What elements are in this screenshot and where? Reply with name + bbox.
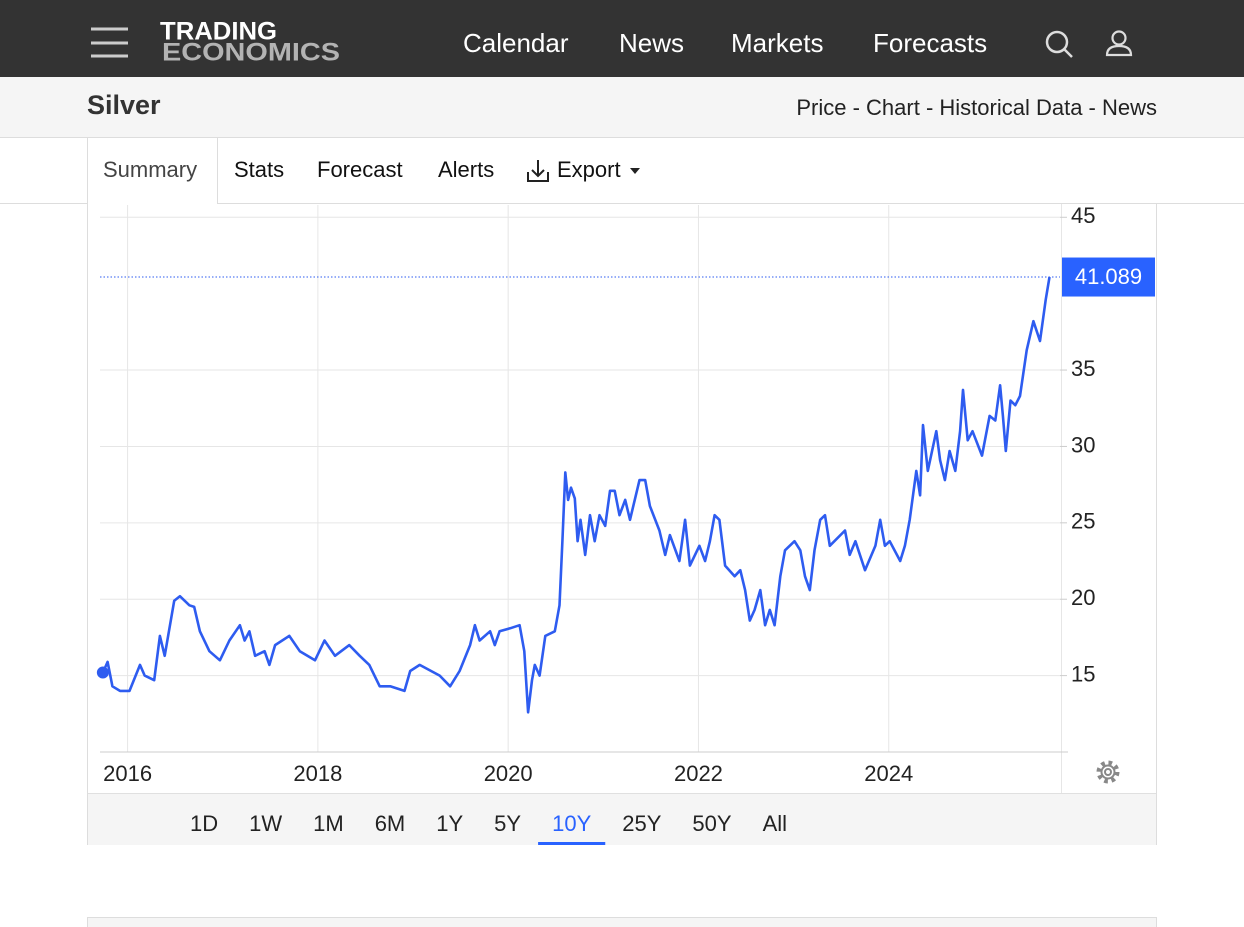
y-tick-label: 25	[1071, 509, 1095, 534]
range-bar	[88, 793, 1156, 845]
search-icon[interactable]	[1045, 30, 1073, 58]
settings-icon[interactable]	[1096, 760, 1120, 784]
export-caret[interactable]	[630, 168, 640, 174]
range-button[interactable]: 10Y	[552, 811, 591, 836]
tab[interactable]: Summary	[103, 157, 197, 182]
logo-top[interactable]: TRADING	[160, 18, 277, 46]
tab[interactable]: Forecast	[317, 157, 403, 182]
tab[interactable]: Alerts	[438, 157, 494, 182]
range-button[interactable]: 50Y	[692, 811, 731, 836]
x-tick-label: 2022	[674, 761, 723, 786]
range-button[interactable]: 5Y	[494, 811, 521, 836]
active-tab-box	[87, 137, 218, 204]
range-underline	[538, 842, 606, 845]
y-tick-label: 15	[1071, 661, 1095, 686]
tab[interactable]: Stats	[234, 157, 284, 182]
range-button[interactable]: 1D	[190, 811, 218, 836]
y-tick-label: 20	[1071, 585, 1095, 610]
range-button[interactable]: 25Y	[622, 811, 661, 836]
page-links[interactable]: Price - Chart - Historical Data - News	[796, 95, 1157, 120]
nav-link[interactable]: Markets	[731, 28, 823, 58]
last-value-badge	[1062, 257, 1155, 297]
nav-link[interactable]: Calendar	[463, 28, 569, 58]
next-panel	[87, 917, 1157, 927]
menu-icon[interactable]	[91, 27, 128, 58]
x-tick-label: 2018	[293, 761, 342, 786]
start-point	[96, 666, 109, 679]
y-tick-label: 45	[1071, 203, 1095, 228]
top-bar	[0, 0, 1244, 77]
range-button[interactable]: 6M	[375, 811, 406, 836]
range-button[interactable]: 1W	[249, 811, 282, 836]
export-icon[interactable]	[527, 160, 549, 182]
y-tick-label: 30	[1071, 432, 1095, 457]
range-button[interactable]: 1Y	[436, 811, 463, 836]
title-bar	[0, 77, 1244, 137]
y-tick-label: 35	[1071, 356, 1095, 381]
page-title: Silver	[87, 90, 161, 120]
x-tick-label: 2020	[484, 761, 533, 786]
x-tick-label: 2024	[864, 761, 913, 786]
nav-link[interactable]: Forecasts	[873, 28, 987, 58]
active-tab-gap	[88, 203, 217, 205]
logo-bottom[interactable]: ECONOMICS	[162, 39, 340, 67]
user-icon[interactable]	[1105, 30, 1133, 57]
price-line	[101, 276, 1051, 714]
x-tick-label: 2016	[103, 761, 152, 786]
nav-link[interactable]: News	[619, 28, 684, 58]
range-button[interactable]: All	[763, 811, 787, 836]
range-button[interactable]: 1M	[313, 811, 344, 836]
tab[interactable]: Export	[557, 157, 621, 182]
last-value-label: 41.089	[1075, 264, 1142, 289]
